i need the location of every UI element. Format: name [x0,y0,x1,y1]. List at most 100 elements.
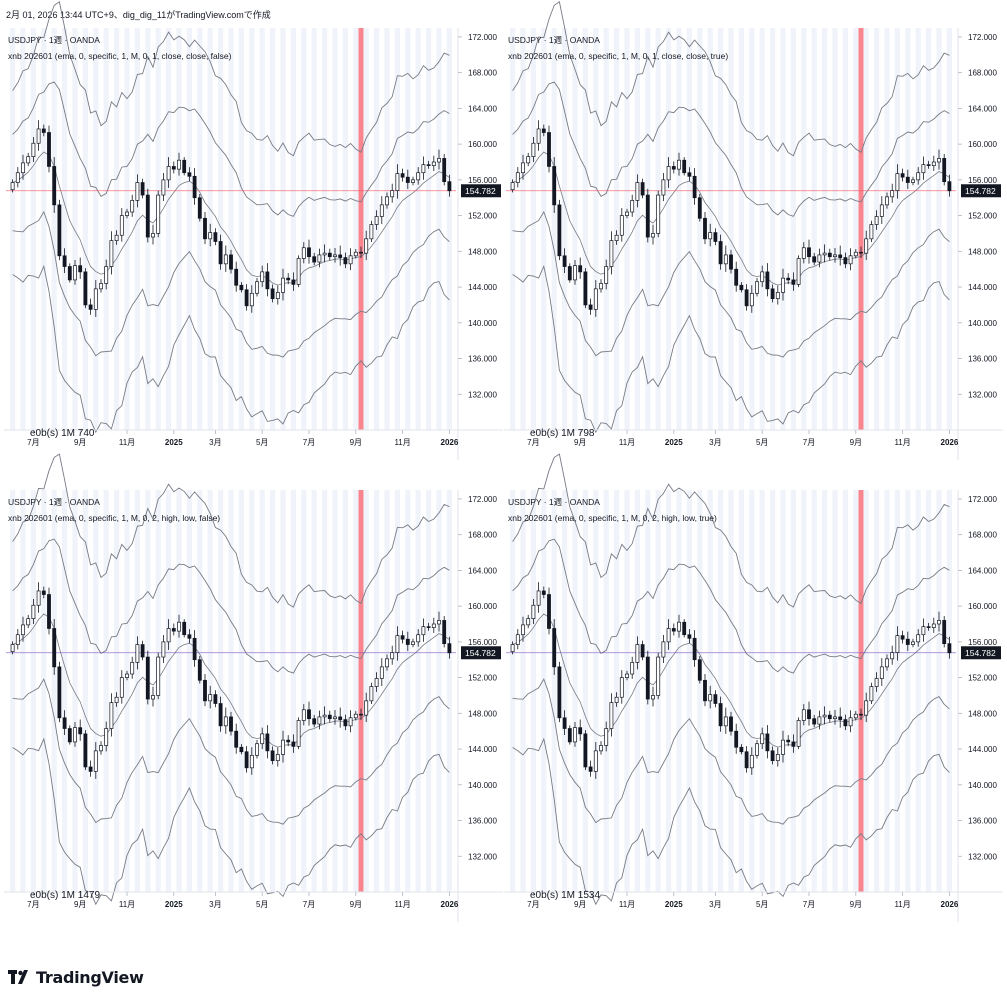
candle-body [526,156,531,164]
candle-body [312,256,317,263]
y-tick-label: 160.000 [468,602,497,611]
candle-body [630,200,635,213]
tradingview-logo[interactable]: TradingView [8,966,144,988]
stripe [228,490,234,892]
candle-body [864,700,869,716]
candle-body [599,745,603,752]
candle-body [765,733,770,752]
price-label: 154.782 [465,186,496,196]
candle-body [171,628,176,632]
candle-body [895,173,900,191]
x-tick-label: 3月 [209,900,221,909]
candle-body [249,754,254,769]
stripe [270,490,276,892]
candle-body [931,623,936,628]
candle-body [864,238,869,254]
stripe [582,28,588,430]
stripe [290,490,296,892]
y-ticks: 172.000 168.000 164.000 160.000 156.000 152.0… [458,495,497,861]
stripe [811,28,817,430]
candle-body [708,694,713,702]
y-tick-label: 136.000 [468,817,497,826]
candle-body [848,255,853,265]
chart-header: 2月 01, 2026 13:44 UTC+9、dig_dig_11がTradi… [6,10,271,20]
stripe [186,490,192,892]
chart-panel-highlow-false[interactable]: 172.000 168.000 164.000 160.000 156.000 152.0… [4,453,503,922]
candle-body [104,728,109,746]
candle-body [625,211,629,216]
candle-body [140,182,145,196]
candle-body [911,179,915,183]
stripe [353,490,359,892]
candle-body [765,271,770,290]
chart-panel-close-true[interactable]: 172.000 168.000 164.000 160.000 156.000 152.0… [504,1,1003,460]
candle-body [843,257,848,265]
candle-body [234,730,239,748]
candle-body [677,621,681,632]
candle-body [36,590,41,606]
candle-body [21,162,25,174]
candle-body [775,754,780,762]
stripe [405,28,411,430]
candle-body [552,166,557,206]
candle-body [286,277,291,281]
price-label-box [461,184,501,198]
stripes [510,28,952,430]
candle-body [755,743,759,756]
x-tick-label: 7月 [27,900,39,909]
x-tick-label: 11月 [119,438,135,447]
x-tick-label: 9月 [74,900,86,909]
candle-body [322,714,327,718]
candle-body [827,714,832,720]
band-line [12,613,450,748]
x-tick-label: 9月 [574,438,586,447]
y-tick-label: 132.000 [468,852,497,861]
candle-body [327,252,332,258]
stripe [249,28,255,430]
stripe [936,490,942,892]
candle-body [244,751,249,769]
x-tick-label: 7月 [803,438,815,447]
x-tick-label: 9月 [350,900,362,909]
x-tick-label: 2025 [665,900,683,909]
candle-body [197,659,202,681]
candle-body [713,694,718,704]
candle-body [197,197,202,219]
candle-body [744,289,749,307]
chart-panel-close-false[interactable]: 172.000 168.000 164.000 160.000 156.000 152.0… [4,1,503,460]
y-tick-label: 164.000 [468,566,497,575]
candle-body [781,739,785,755]
candle-body [838,254,843,258]
candle-body [416,172,421,181]
candle-body [708,232,713,240]
candle-body [718,241,723,265]
stripe [822,490,828,892]
candle-body [588,304,593,310]
stripe [946,28,952,430]
candle-body [536,590,541,606]
x-tick-label: 7月 [803,900,815,909]
indicator-label: xnb 202601 (ema, 0, specific, 1, M, 0, 1… [8,51,232,61]
candle-body [291,741,296,747]
candle-body [547,594,551,629]
stripe [946,490,952,892]
candle-body [937,620,941,625]
candle-body [536,128,541,144]
candle-body [515,172,520,183]
stripe [510,28,516,430]
y-tick-label: 156.000 [468,638,497,647]
x-tick-label: 11月 [619,438,635,447]
candle-body [739,284,744,291]
candle-body [593,288,598,310]
candle-body [421,626,426,636]
x-tick-label: 11月 [619,900,635,909]
stripe [790,490,796,892]
x-tick-label: 11月 [394,438,410,447]
x-tick-label: 9月 [850,438,862,447]
chart-panel-highlow-true[interactable]: 172.000 168.000 164.000 160.000 156.000 152.0… [504,453,1003,922]
candle-body [635,182,640,201]
candle-body [47,594,51,629]
candle-body [348,717,353,727]
candle-body [31,604,36,619]
candle-body [208,694,213,702]
